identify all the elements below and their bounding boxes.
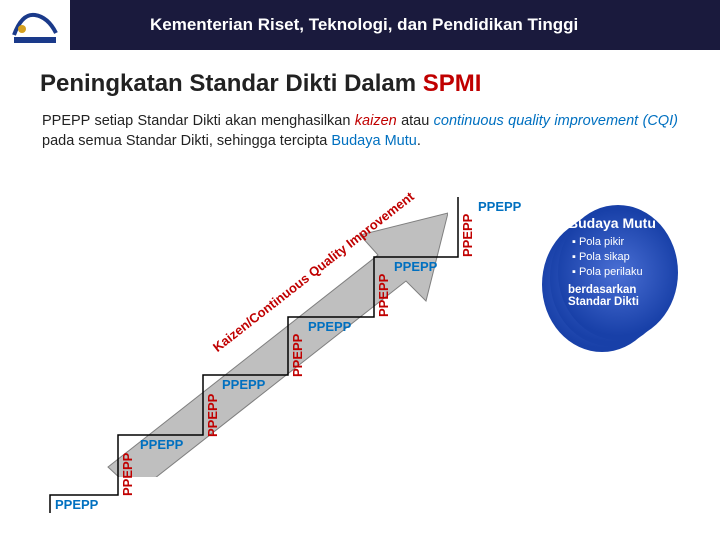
budaya-list-item: Pola sikap [572, 250, 684, 265]
staircase-diagram: Kaizen/Continuous Quality Improvement PP… [0, 175, 720, 540]
step-tread-label: PPEPP [140, 437, 183, 452]
budaya-list-item: Pola pikir [572, 235, 684, 250]
budaya-content: Budaya Mutu Pola pikirPola sikapPola per… [558, 205, 688, 320]
step-top-label: PPEPP [478, 199, 521, 214]
intro-cqi: continuous quality improvement (CQI) [434, 113, 678, 129]
step-riser-label: PPEPP [290, 331, 305, 379]
budaya-foot1: berdasarkan [568, 284, 684, 296]
header-bar: Kementerian Riset, Teknologi, dan Pendid… [0, 0, 720, 50]
page-title: Peningkatan Standar Dikti Dalam SPMI [40, 70, 720, 98]
intro-t2: atau [397, 113, 434, 129]
budaya-title: Budaya Mutu [568, 215, 684, 231]
step-tread-label: PPEPP [394, 259, 437, 274]
title-spmi: SPMI [423, 70, 482, 97]
step-tread-label: PPEPP [222, 377, 265, 392]
budaya-mutu-box: Budaya Mutu Pola pikirPola sikapPola per… [558, 205, 688, 320]
budaya-list-item: Pola perilaku [572, 265, 684, 280]
title-main: Peningkatan Standar Dikti Dalam [40, 70, 423, 97]
budaya-foot2: Standar Dikti [568, 296, 684, 308]
step-riser-label: PPEPP [460, 211, 475, 259]
intro-paragraph: PPEPP setiap Standar Dikti akan menghasi… [42, 112, 678, 151]
step-riser-label: PPEPP [120, 450, 135, 498]
ministry-logo [0, 0, 70, 50]
intro-t1: PPEPP setiap Standar Dikti akan menghasi… [42, 113, 355, 129]
intro-t4: . [417, 133, 421, 149]
step-tread-label: PPEPP [308, 319, 351, 334]
step-riser-label: PPEPP [376, 271, 391, 319]
budaya-list: Pola pikirPola sikapPola perilaku [572, 235, 684, 280]
intro-budaya: Budaya Mutu [331, 133, 416, 149]
ministry-title: Kementerian Riset, Teknologi, dan Pendid… [150, 15, 578, 35]
step-tread-label: PPEPP [55, 497, 98, 512]
intro-kaizen: kaizen [355, 113, 397, 129]
step-riser-label: PPEPP [205, 391, 220, 439]
intro-t3: pada semua Standar Dikti, sehingga terci… [42, 133, 331, 149]
